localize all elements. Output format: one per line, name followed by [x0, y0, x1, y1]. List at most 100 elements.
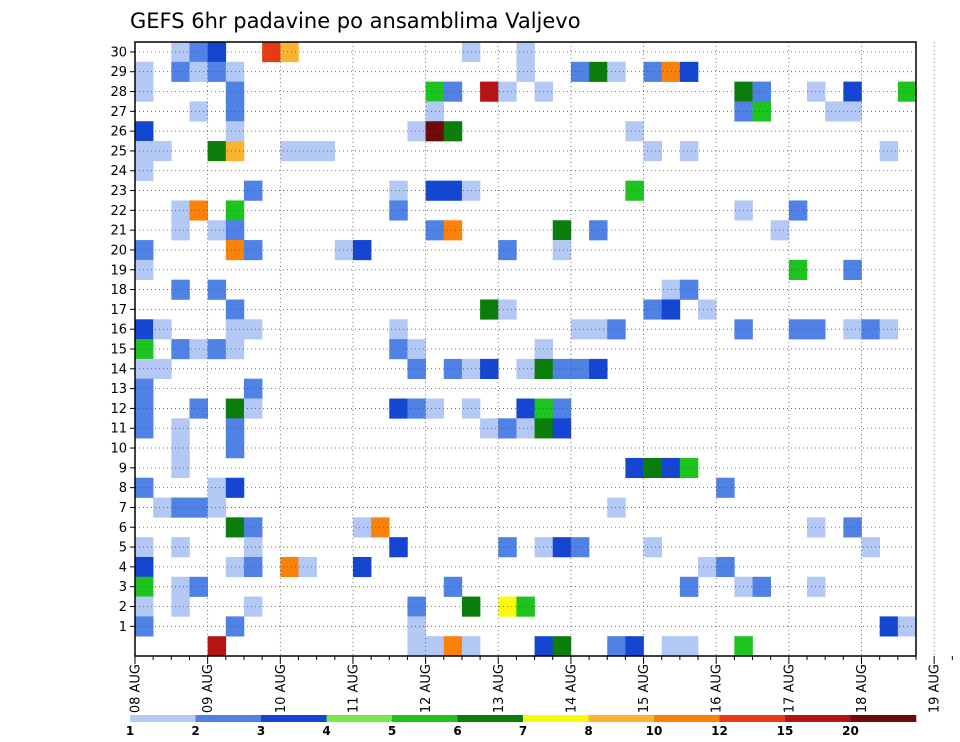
heatmap-cell — [425, 101, 445, 122]
heatmap-cell — [389, 200, 408, 221]
heatmap-cell — [171, 339, 190, 360]
legend-label: 15 — [777, 724, 794, 738]
legend-swatch — [523, 715, 589, 722]
y-tick-label: 6 — [119, 521, 127, 536]
heatmap-cell — [643, 141, 663, 162]
y-tick-label: 19 — [110, 263, 127, 278]
heatmap-cell — [207, 636, 227, 657]
x-tick-label: 18 AUG — [855, 664, 870, 713]
y-tick-label: 11 — [110, 422, 127, 437]
heatmap-cell — [607, 636, 626, 657]
heatmap-cell — [607, 319, 626, 340]
legend-swatch — [261, 715, 327, 722]
x-tick-label: 19 AUG — [928, 664, 943, 713]
heatmap-cell — [570, 319, 590, 340]
heatmap-cell — [807, 81, 826, 102]
heatmap-cell — [171, 497, 190, 518]
y-tick-label: 24 — [110, 164, 127, 179]
heatmap-cell — [661, 299, 681, 320]
y-tick-label: 1 — [119, 620, 127, 635]
heatmap-cell — [407, 616, 426, 637]
heatmap-cell — [879, 616, 899, 637]
heatmap-cell — [480, 358, 499, 380]
legend-swatch — [195, 715, 262, 722]
y-tick-label: 23 — [110, 184, 127, 199]
legend-label: 1 — [126, 724, 134, 738]
heatmap-cell — [189, 101, 208, 122]
heatmap-cell — [153, 141, 172, 162]
heatmap-cell — [480, 81, 499, 102]
heatmap-cell — [407, 121, 426, 142]
heatmap-cell — [607, 497, 626, 518]
heatmap-cell — [207, 220, 227, 241]
legend-label: 10 — [646, 724, 663, 738]
heatmap-cell — [807, 576, 826, 597]
y-tick-label: 9 — [119, 461, 127, 476]
heatmap-cell — [516, 42, 535, 63]
heatmap-cell — [643, 457, 663, 479]
heatmap-cell — [661, 457, 681, 479]
heatmap-cell — [135, 537, 154, 558]
heatmap-cell — [570, 358, 590, 380]
heatmap-cell — [407, 636, 426, 657]
heatmap-cell — [171, 418, 190, 439]
heatmap-cell — [425, 220, 445, 241]
heatmap-cell — [135, 576, 154, 597]
heatmap-cell — [189, 576, 208, 597]
legend-swatch — [654, 715, 720, 722]
heatmap-cell — [171, 200, 190, 221]
legend-label: 12 — [711, 724, 728, 738]
legend-label: 5 — [388, 724, 396, 738]
heatmap-cell — [661, 636, 681, 657]
heatmap-cell — [788, 259, 808, 280]
heatmap-cell — [734, 636, 753, 657]
heatmap-cell — [861, 537, 880, 558]
heatmap-cell — [207, 477, 227, 498]
heatmap-cell — [425, 398, 445, 419]
y-tick-label: 7 — [119, 501, 127, 516]
legend-swatch — [719, 715, 786, 722]
heatmap-cell — [243, 556, 263, 578]
heatmap-cell — [135, 398, 154, 419]
heatmap-cell — [135, 556, 154, 578]
heatmap-cell — [516, 398, 535, 419]
legend-swatch — [785, 715, 851, 722]
heatmap-cell — [716, 477, 735, 498]
y-tick-label: 13 — [110, 382, 127, 397]
heatmap-cell — [807, 319, 826, 340]
heatmap-cell — [153, 358, 172, 380]
heatmap-cell — [570, 61, 590, 82]
y-tick-label: 3 — [119, 580, 127, 595]
heatmap-cell — [625, 180, 644, 201]
heatmap-cell — [443, 576, 463, 597]
heatmap-cell — [207, 42, 227, 63]
heatmap-cell — [679, 457, 699, 479]
heatmap-cell — [480, 418, 499, 439]
y-tick-label: 17 — [110, 303, 127, 318]
heatmap-cell — [443, 220, 463, 241]
heatmap-cell — [443, 180, 463, 201]
y-tick-label: 22 — [110, 204, 127, 219]
heatmap-cell — [153, 497, 172, 518]
legend-swatch — [130, 715, 196, 722]
heatmap-cell — [552, 418, 572, 439]
x-tick-label: 11 AUG — [346, 664, 361, 713]
heatmap-cell — [371, 517, 390, 538]
heatmap-cell — [461, 636, 481, 657]
heatmap-cell — [788, 200, 808, 221]
x-tick-label: 10 AUG — [274, 664, 289, 713]
legend-swatch — [588, 715, 655, 722]
heatmap-cell — [153, 319, 172, 340]
heatmap-cell — [135, 339, 154, 360]
legend-label: 4 — [322, 724, 330, 738]
heatmap-cell — [135, 418, 154, 439]
heatmap-cell — [788, 319, 808, 340]
heatmap-cell — [389, 537, 408, 558]
heatmap-cell — [280, 141, 299, 162]
heatmap-cell — [243, 537, 263, 558]
heatmap-cell — [389, 180, 408, 201]
heatmap-cell — [207, 141, 227, 162]
heatmap-cell — [516, 358, 535, 380]
heatmap-cell — [589, 358, 608, 380]
heatmap-cell — [552, 358, 572, 380]
